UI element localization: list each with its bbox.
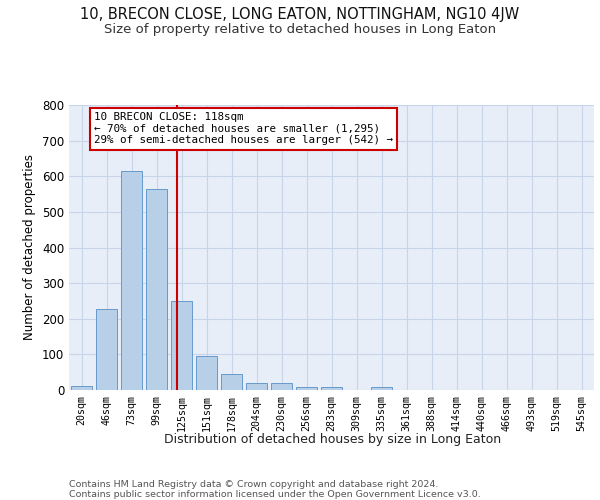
- Text: 10 BRECON CLOSE: 118sqm
← 70% of detached houses are smaller (1,295)
29% of semi: 10 BRECON CLOSE: 118sqm ← 70% of detache…: [94, 112, 393, 146]
- Text: Distribution of detached houses by size in Long Eaton: Distribution of detached houses by size …: [164, 432, 502, 446]
- Bar: [171, 301, 192, 390]
- Text: Contains HM Land Registry data © Crown copyright and database right 2024.
Contai: Contains HM Land Registry data © Crown c…: [69, 480, 481, 500]
- Bar: [121, 171, 142, 390]
- Bar: [96, 309, 117, 390]
- Bar: [146, 188, 167, 390]
- Bar: [196, 356, 217, 390]
- Bar: [271, 382, 292, 390]
- Text: Size of property relative to detached houses in Long Eaton: Size of property relative to detached ho…: [104, 22, 496, 36]
- Text: 10, BRECON CLOSE, LONG EATON, NOTTINGHAM, NG10 4JW: 10, BRECON CLOSE, LONG EATON, NOTTINGHAM…: [80, 8, 520, 22]
- Bar: [246, 382, 267, 390]
- Bar: [221, 374, 242, 390]
- Bar: [296, 387, 317, 390]
- Bar: [71, 386, 92, 390]
- Bar: [321, 387, 342, 390]
- Y-axis label: Number of detached properties: Number of detached properties: [23, 154, 37, 340]
- Bar: [371, 387, 392, 390]
